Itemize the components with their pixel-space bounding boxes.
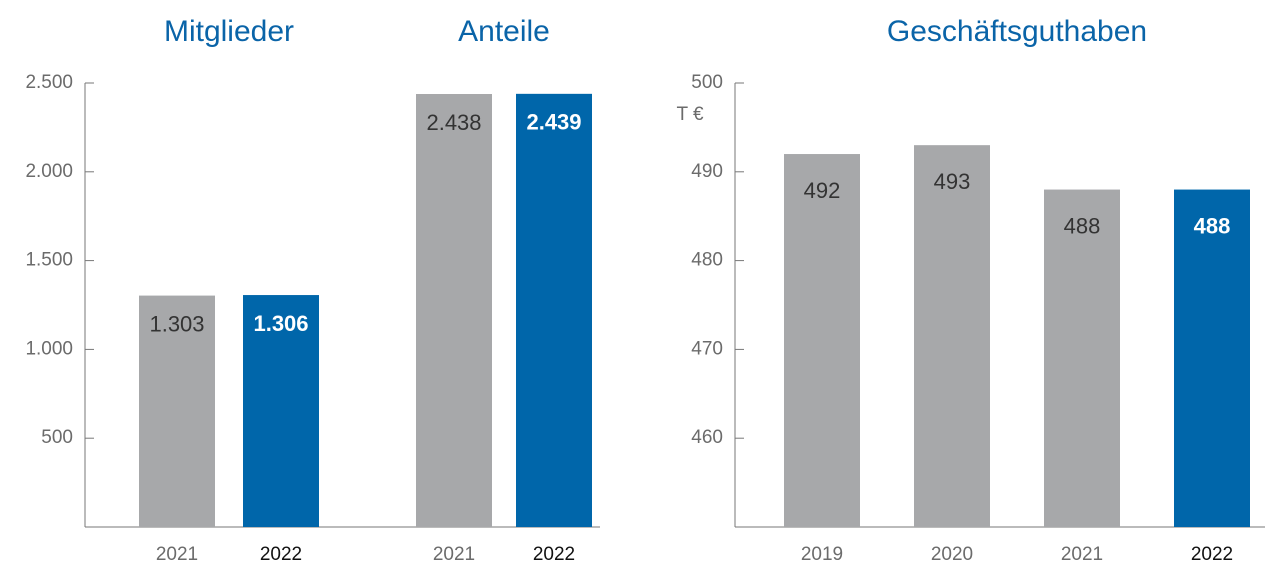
value-label: 488 xyxy=(1064,213,1101,238)
y-tick-label: 490 xyxy=(691,161,723,182)
value-label: 2.439 xyxy=(526,110,581,135)
bar xyxy=(416,94,492,527)
group-title: Geschäftsguthaben xyxy=(887,15,1147,48)
x-tick-label: 2019 xyxy=(801,544,843,565)
y-tick-label: 480 xyxy=(691,250,723,271)
x-tick-label: 2021 xyxy=(1061,544,1103,565)
x-tick-label: 2022 xyxy=(260,544,302,565)
value-label: 1.303 xyxy=(149,311,204,336)
bar xyxy=(243,295,319,527)
value-label: 2.438 xyxy=(426,110,481,135)
bar xyxy=(784,154,860,528)
unit-label: T € xyxy=(676,104,704,125)
value-label: 1.306 xyxy=(253,311,308,336)
y-tick-label: 1.500 xyxy=(25,250,73,271)
y-tick-label: 2.000 xyxy=(25,161,73,182)
y-tick-label: 500 xyxy=(41,427,73,448)
y-tick-label: 2.500 xyxy=(25,72,73,93)
x-tick-label: 2020 xyxy=(931,544,973,565)
y-tick-label: 470 xyxy=(691,338,723,359)
bar xyxy=(914,145,990,527)
y-tick-label: 500 xyxy=(691,72,723,93)
group-title: Anteile xyxy=(458,15,550,48)
bar xyxy=(1044,189,1120,527)
x-tick-label: 2022 xyxy=(1191,544,1233,565)
value-label: 492 xyxy=(804,178,841,203)
x-tick-label: 2021 xyxy=(156,544,198,565)
x-tick-label: 2022 xyxy=(533,544,575,565)
y-tick-label: 1.000 xyxy=(25,338,73,359)
value-label: 488 xyxy=(1194,213,1231,238)
bar xyxy=(1174,189,1250,527)
bar xyxy=(139,295,215,527)
bar xyxy=(516,93,592,527)
x-tick-label: 2021 xyxy=(433,544,475,565)
group-title: Mitglieder xyxy=(164,15,294,48)
value-label: 493 xyxy=(934,169,971,194)
y-tick-label: 460 xyxy=(691,427,723,448)
